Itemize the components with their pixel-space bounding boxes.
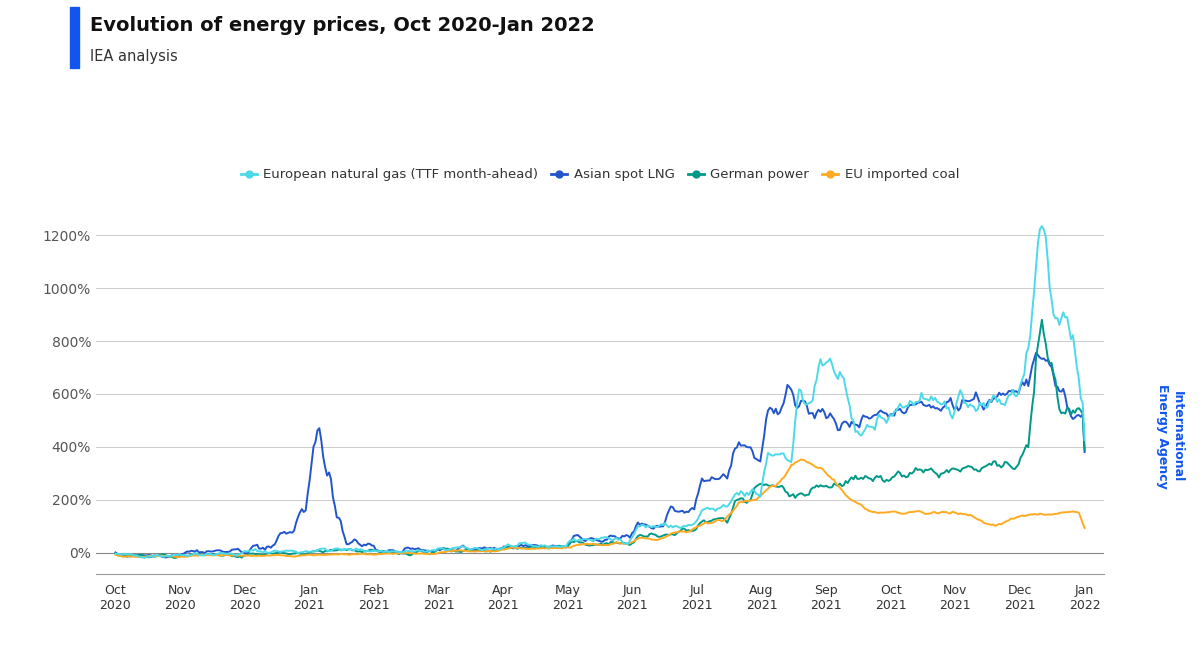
Text: Evolution of energy prices, Oct 2020-Jan 2022: Evolution of energy prices, Oct 2020-Jan… xyxy=(90,16,595,35)
Legend: European natural gas (TTF month-ahead), Asian spot LNG, German power, EU importe: European natural gas (TTF month-ahead), … xyxy=(241,168,959,181)
Text: IEA analysis: IEA analysis xyxy=(90,49,178,64)
Text: International
Energy Agency: International Energy Agency xyxy=(1156,385,1184,489)
